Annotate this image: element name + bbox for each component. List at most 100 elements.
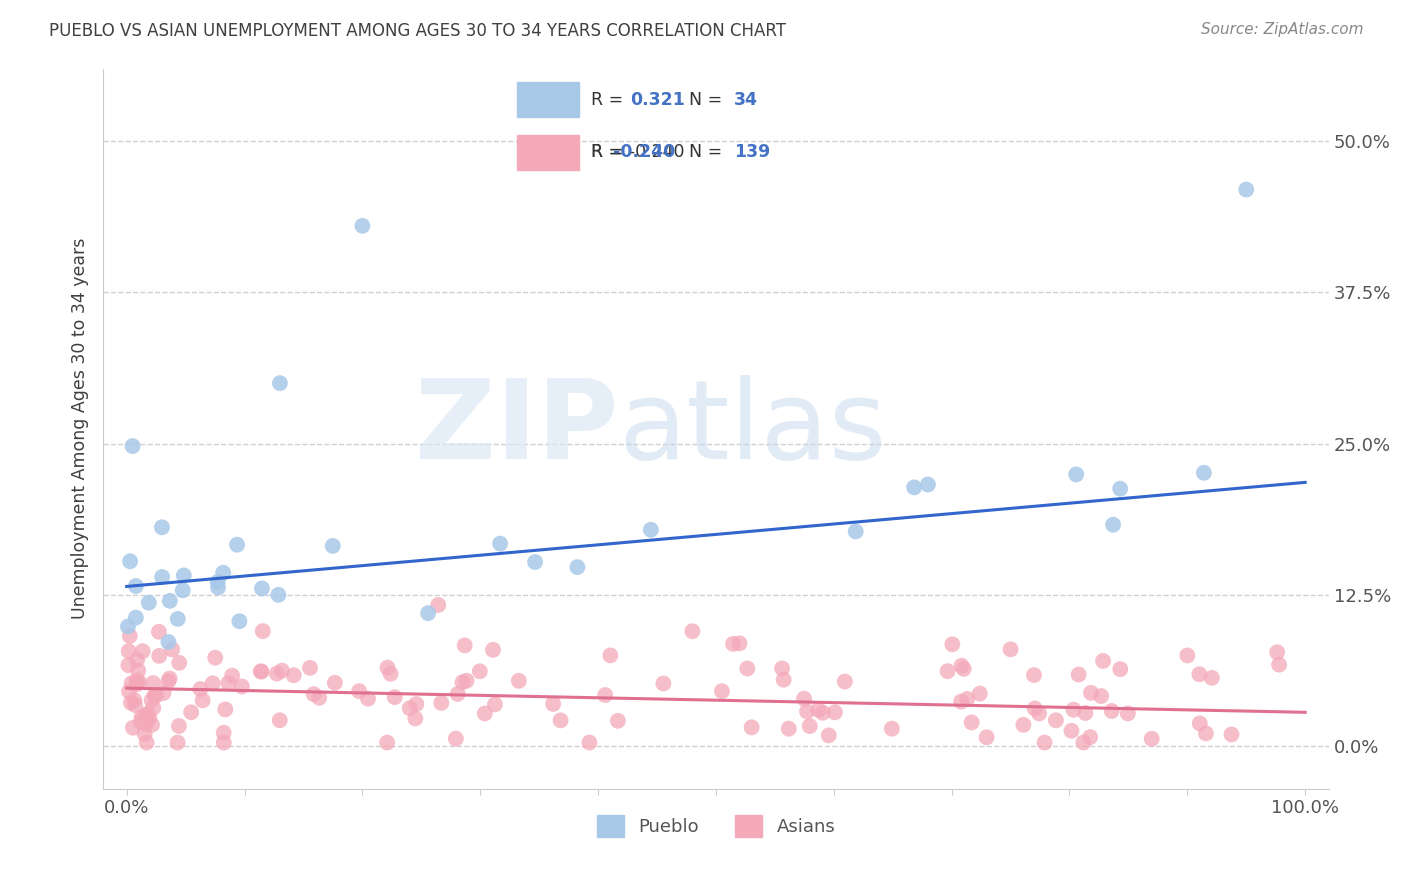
Point bbox=[778, 722, 800, 736]
Point bbox=[157, 674, 180, 689]
Point bbox=[117, 619, 139, 633]
Point bbox=[135, 708, 157, 723]
Point bbox=[121, 439, 143, 453]
Text: N =: N = bbox=[689, 91, 723, 109]
Point bbox=[404, 711, 426, 725]
Point bbox=[377, 660, 399, 674]
Point bbox=[118, 684, 141, 698]
Point bbox=[148, 624, 170, 639]
Point bbox=[1268, 657, 1291, 672]
Point bbox=[152, 686, 174, 700]
Point bbox=[1092, 654, 1115, 668]
Point bbox=[217, 676, 239, 690]
Point bbox=[430, 696, 453, 710]
Bar bbox=[517, 82, 579, 118]
Point bbox=[135, 735, 157, 749]
Point bbox=[524, 555, 547, 569]
Point bbox=[157, 635, 180, 649]
Point bbox=[489, 536, 512, 550]
Point bbox=[1192, 466, 1215, 480]
Point bbox=[201, 676, 224, 690]
Point bbox=[135, 717, 157, 731]
Point bbox=[207, 581, 229, 595]
Point bbox=[166, 612, 188, 626]
Point bbox=[1078, 730, 1101, 744]
Point bbox=[266, 666, 288, 681]
Point bbox=[308, 690, 330, 705]
Point bbox=[482, 643, 505, 657]
Point bbox=[122, 721, 145, 735]
Point bbox=[1024, 701, 1046, 715]
Point bbox=[741, 720, 763, 734]
Point bbox=[1116, 706, 1139, 721]
Text: R = -0.240: R = -0.240 bbox=[591, 144, 685, 161]
Point bbox=[811, 706, 834, 720]
Point bbox=[150, 570, 173, 584]
Point bbox=[131, 710, 153, 724]
Point bbox=[125, 677, 148, 691]
Point bbox=[737, 661, 759, 675]
Point bbox=[221, 668, 243, 682]
Point bbox=[150, 520, 173, 534]
Point bbox=[770, 661, 793, 675]
Point bbox=[142, 701, 165, 715]
Point bbox=[1022, 668, 1045, 682]
Point bbox=[976, 731, 998, 745]
Point bbox=[143, 688, 166, 702]
Point bbox=[357, 691, 380, 706]
Point bbox=[167, 719, 190, 733]
Point bbox=[124, 698, 146, 712]
Point bbox=[817, 728, 839, 742]
Y-axis label: Unemployment Among Ages 30 to 34 years: Unemployment Among Ages 30 to 34 years bbox=[72, 238, 89, 619]
Point bbox=[444, 731, 467, 746]
Point bbox=[121, 676, 143, 690]
Point bbox=[380, 666, 402, 681]
Point bbox=[418, 606, 440, 620]
Point bbox=[214, 702, 236, 716]
Point bbox=[136, 706, 159, 721]
Point bbox=[127, 664, 149, 678]
Point bbox=[159, 672, 181, 686]
Text: N =: N = bbox=[689, 144, 723, 161]
Point bbox=[541, 697, 564, 711]
Point bbox=[131, 644, 153, 658]
Point bbox=[125, 579, 148, 593]
Point bbox=[1028, 706, 1050, 721]
Text: R =: R = bbox=[591, 144, 623, 161]
Point bbox=[903, 480, 925, 494]
Point bbox=[322, 539, 344, 553]
Point bbox=[298, 661, 321, 675]
Text: PUEBLO VS ASIAN UNEMPLOYMENT AMONG AGES 30 TO 34 YEARS CORRELATION CHART: PUEBLO VS ASIAN UNEMPLOYMENT AMONG AGES … bbox=[49, 22, 786, 40]
Point bbox=[454, 639, 477, 653]
Point bbox=[969, 687, 991, 701]
Point bbox=[807, 703, 830, 717]
Point bbox=[960, 715, 983, 730]
Point bbox=[167, 656, 190, 670]
Point bbox=[1080, 686, 1102, 700]
Point bbox=[352, 219, 374, 233]
Point bbox=[120, 696, 142, 710]
Text: atlas: atlas bbox=[617, 375, 886, 482]
Point bbox=[125, 673, 148, 688]
Text: 0.321: 0.321 bbox=[630, 91, 685, 109]
Point bbox=[1067, 667, 1090, 681]
Point bbox=[640, 523, 662, 537]
Point bbox=[606, 714, 628, 728]
Text: ZIP: ZIP bbox=[415, 375, 617, 482]
Point bbox=[212, 726, 235, 740]
Point bbox=[226, 538, 249, 552]
Point bbox=[824, 706, 846, 720]
Point bbox=[721, 637, 744, 651]
Point bbox=[231, 680, 253, 694]
Point bbox=[793, 691, 815, 706]
Point bbox=[148, 648, 170, 663]
Point bbox=[508, 673, 530, 688]
Point bbox=[1220, 727, 1243, 741]
Point bbox=[1188, 716, 1211, 731]
Point bbox=[796, 705, 818, 719]
Point bbox=[180, 705, 202, 719]
Point bbox=[1234, 182, 1257, 196]
Point bbox=[138, 596, 160, 610]
Point bbox=[269, 376, 291, 391]
Point bbox=[1140, 731, 1163, 746]
